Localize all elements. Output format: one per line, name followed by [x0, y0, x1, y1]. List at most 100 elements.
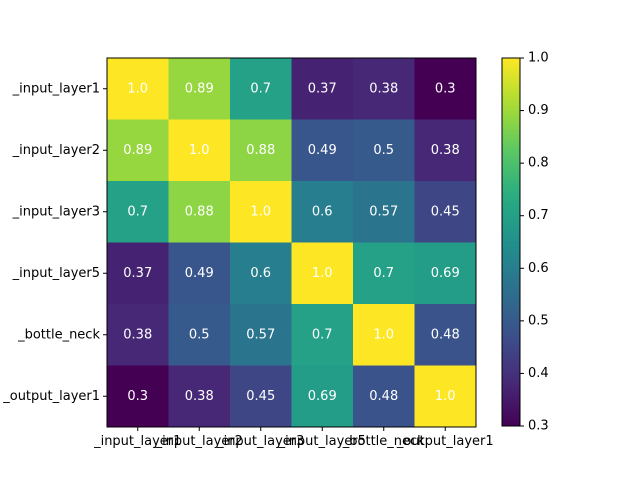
heatmap-cell	[107, 181, 169, 243]
heatmap-cell	[230, 58, 292, 120]
cell-value-label: 1.0	[127, 81, 148, 96]
cell-value-label: 0.37	[308, 81, 337, 96]
heatmap-cell	[168, 365, 231, 428]
cell-value-label: 0.49	[185, 266, 214, 281]
colorbar-tick-label: 0.4	[528, 366, 549, 381]
colorbar: 0.3 0.4 0.5 0.6 0.7 0.8 0.9 1.0	[501, 51, 549, 434]
heatmap-cell	[168, 304, 231, 366]
heatmap-cell	[414, 304, 477, 366]
heatmap-cell	[414, 242, 477, 305]
colorbar-tick-label: 0.3	[528, 419, 549, 434]
cell-value-label: 0.7	[127, 204, 148, 219]
heatmap-cell	[414, 181, 477, 243]
x-tick-label: _input_layer5	[278, 434, 366, 449]
x-tick-label: _input_layer1	[93, 434, 181, 449]
x-tick-label: _output_layer1	[396, 434, 494, 449]
y-tick-label: _input_layer5	[12, 266, 100, 281]
heatmap-cell	[230, 365, 292, 428]
cell-value-label: 0.45	[431, 204, 460, 219]
colorbar-tick-label: 0.5	[528, 313, 549, 328]
heatmap-cell	[168, 119, 231, 182]
cell-value-label: 0.38	[185, 389, 214, 404]
heatmap-cell	[291, 58, 354, 120]
y-tick-label: _input_layer2	[12, 143, 100, 158]
heatmap-cell	[230, 119, 292, 182]
heatmap-cell	[107, 365, 169, 428]
cell-value-label: 0.57	[369, 204, 398, 219]
heatmap-cell	[168, 242, 231, 305]
heatmap-cells	[107, 58, 477, 428]
y-tick-label: _input_layer3	[12, 204, 100, 219]
cell-value-label: 0.7	[373, 266, 394, 281]
y-tick-label: _input_layer1	[12, 81, 100, 96]
cell-value-label: 0.5	[189, 327, 210, 342]
cell-value-label: 0.45	[246, 389, 275, 404]
heatmap-cell	[230, 304, 292, 366]
heatmap-cell	[291, 119, 354, 182]
heatmap-cell	[168, 58, 231, 120]
colorbar-ticks: 0.3 0.4 0.5 0.6 0.7 0.8 0.9 1.0	[520, 51, 549, 434]
heatmap-cell	[353, 242, 415, 305]
colorbar-tick-label: 0.8	[528, 156, 549, 171]
heatmap-cell	[168, 181, 231, 243]
heatmap-cell	[291, 365, 354, 428]
x-tick-label: _bottle_neck	[342, 434, 425, 449]
cell-value-label: 0.38	[369, 81, 398, 96]
heatmap-cell	[353, 365, 415, 428]
cell-value-label: 0.38	[123, 327, 152, 342]
heatmap-cell	[353, 119, 415, 182]
heatmap-cell	[107, 242, 169, 305]
heatmap-cell	[107, 119, 169, 182]
colorbar-tick-label: 1.0	[528, 51, 549, 66]
x-tick-label: _input_layer3	[216, 434, 304, 449]
heatmap-cell	[291, 181, 354, 243]
heatmap-cell	[414, 119, 477, 182]
cell-value-label: 1.0	[435, 389, 456, 404]
heatmap-cell	[414, 365, 477, 428]
cell-value-label: 0.7	[312, 327, 333, 342]
cell-value-label: 0.89	[185, 81, 214, 96]
cell-value-label: 0.6	[250, 266, 271, 281]
colorbar-tick-label: 0.7	[528, 208, 549, 223]
heatmap-cell	[353, 58, 415, 120]
colorbar-tick-label: 0.6	[528, 261, 549, 276]
cell-value-label: 0.3	[435, 81, 456, 96]
heatmap-cell	[414, 58, 477, 120]
heatmap-cell	[107, 58, 169, 120]
cell-value-label: 1.0	[312, 266, 333, 281]
cell-value-label: 1.0	[373, 327, 394, 342]
heatmap-cell	[353, 181, 415, 243]
x-tick-label: _input_layer2	[155, 434, 243, 449]
colorbar-gradient	[502, 58, 520, 426]
cell-value-label: 0.38	[431, 143, 460, 158]
heatmap-cell	[230, 242, 292, 305]
cell-value-label: 0.57	[246, 327, 275, 342]
cell-value-label: 0.89	[123, 143, 152, 158]
x-axis: _input_layer1_input_layer2_input_layer3_…	[93, 427, 494, 449]
cell-value-label: 1.0	[250, 204, 271, 219]
cell-value-label: 0.7	[250, 81, 271, 96]
cell-value-label: 0.6	[312, 204, 333, 219]
y-tick-label: _bottle_neck	[17, 327, 100, 342]
heatmap-cell	[291, 304, 354, 366]
cell-value-label: 0.88	[246, 143, 275, 158]
y-tick-label: _output_layer1	[2, 389, 100, 404]
cell-value-label: 0.48	[431, 327, 460, 342]
cell-value-label: 0.3	[127, 389, 148, 404]
cell-value-label: 0.88	[185, 204, 214, 219]
heatmap-cell	[230, 181, 292, 243]
cell-value-label: 0.37	[123, 266, 152, 281]
heatmap-cell	[107, 304, 169, 366]
heatmap-cell	[291, 242, 354, 305]
cell-value-label: 1.0	[189, 143, 210, 158]
plot-frame	[106, 57, 477, 428]
colorbar-tick-label: 0.9	[528, 103, 549, 118]
cell-value-label: 0.5	[373, 143, 394, 158]
cell-value-label: 0.69	[308, 389, 337, 404]
cell-value-label: 0.48	[369, 389, 398, 404]
heatmap-cell	[353, 304, 415, 366]
y-axis: _input_layer1 _input_layer2 _input_layer3 _…	[2, 81, 107, 404]
heatmap-value-labels: 1.0 0.89 0.7 0.37 0.38 0.3 0.89 1.0 0.88 0.49 0.5 0…	[123, 81, 459, 404]
cell-value-label: 0.69	[431, 266, 460, 281]
